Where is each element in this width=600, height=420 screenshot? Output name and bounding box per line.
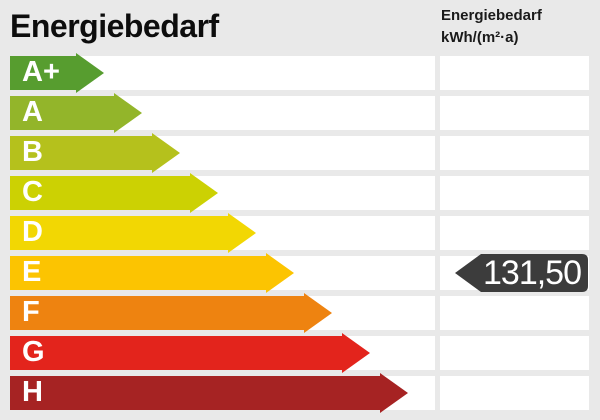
class-arrow-shape <box>10 173 218 213</box>
value-cell <box>440 336 589 370</box>
scale-row: C <box>10 173 589 213</box>
class-arrow-shape <box>10 133 180 173</box>
class-cell: B <box>10 133 435 173</box>
unit-header: Energiebedarf kWh/(m²·a) <box>441 5 542 49</box>
class-arrow-shape <box>10 93 142 133</box>
unit-header-line1: Energiebedarf <box>441 7 542 24</box>
class-cell: A+ <box>10 53 435 93</box>
scale-row: B <box>10 133 589 173</box>
value-cell <box>440 56 589 90</box>
class-arrow-shape <box>10 253 294 293</box>
class-cell: F <box>10 293 435 333</box>
value-cell <box>440 216 589 250</box>
class-label: E <box>22 256 42 288</box>
value-tag-arrow-icon <box>455 254 588 292</box>
value-cell <box>440 176 589 210</box>
class-arrow-shape <box>10 333 370 373</box>
value-cell: 131,50 <box>440 254 589 292</box>
class-cell: E <box>10 253 435 293</box>
value-cell <box>440 136 589 170</box>
class-label: H <box>22 376 43 408</box>
scale-row: F <box>10 293 589 333</box>
value-cell <box>440 96 589 130</box>
class-cell: A <box>10 93 435 133</box>
class-cell: D <box>10 213 435 253</box>
class-label: A <box>22 96 43 128</box>
scale-row: E 131,50 <box>10 253 589 293</box>
unit-header-line2: kWh/(m²·a) <box>441 29 519 46</box>
page-title: Energiebedarf <box>10 8 219 44</box>
class-arrow-shape <box>10 293 332 333</box>
class-label: B <box>22 136 43 168</box>
value-cell <box>440 296 589 330</box>
scale-row: D <box>10 213 589 253</box>
class-label: G <box>22 336 45 368</box>
class-arrow-shape <box>10 53 104 93</box>
energy-scale: A+ A B C <box>10 53 589 416</box>
class-label: F <box>22 296 40 328</box>
class-cell: C <box>10 173 435 213</box>
class-label: D <box>22 216 43 248</box>
scale-row: H <box>10 373 589 413</box>
class-arrow-shape <box>10 213 256 253</box>
class-label: A+ <box>22 56 60 88</box>
class-label: C <box>22 176 43 208</box>
class-cell: G <box>10 333 435 373</box>
class-arrow-shape <box>10 373 408 413</box>
scale-row: G <box>10 333 589 373</box>
value-cell <box>440 376 589 410</box>
value-text: 131,50 <box>483 254 582 292</box>
scale-row: A+ <box>10 53 589 93</box>
value-tag: 131,50 <box>455 254 588 292</box>
scale-row: A <box>10 93 589 133</box>
class-cell: H <box>10 373 435 413</box>
